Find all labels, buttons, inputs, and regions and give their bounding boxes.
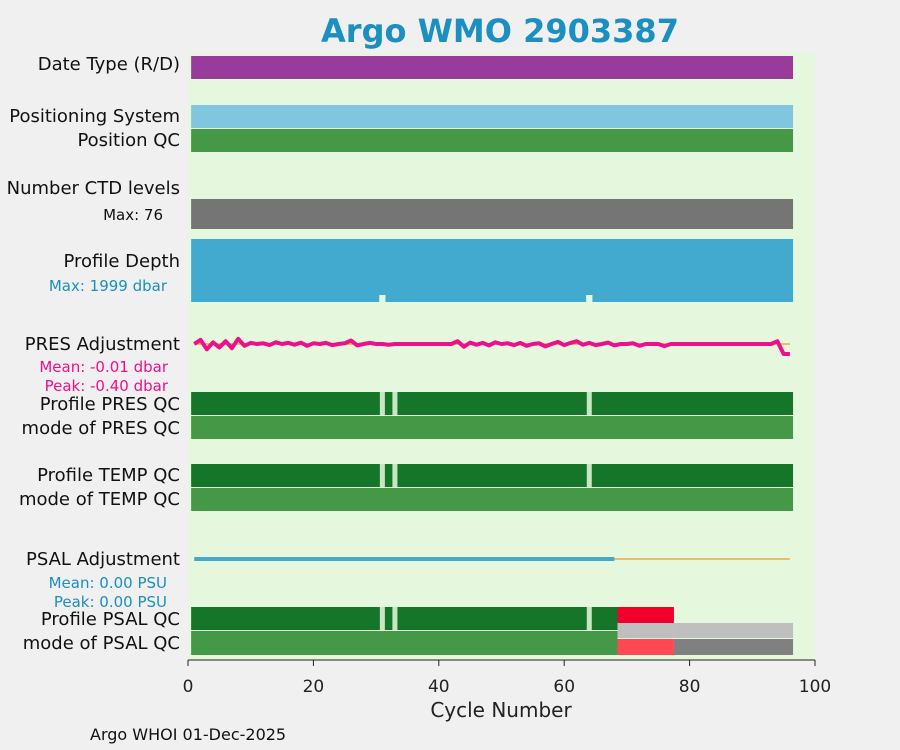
lines-layer [193,336,790,561]
label-psal-adj: PSAL Adjustment [26,549,180,570]
profile-temp-qc-bar-gap [392,464,398,487]
position-qc-bar [191,129,794,152]
mode-psal-qc-bad [617,639,674,655]
profile-psal-qc-good [191,607,618,630]
profile-pres-qc-bar [191,392,794,415]
label-date-type: Date Type (R/D) [38,54,180,75]
mode-psal-qc-grey [673,639,794,655]
profile-pres-qc-bar-gap [392,392,398,415]
x-tick-label: 40 [428,677,450,697]
psal-mean-text: Mean: 0.00 PSU [49,574,167,592]
date-type-bar [191,56,794,79]
label-position-qc: Position QC [77,130,180,151]
profile-psal-qc-bad [617,607,674,623]
profile-psal-qc-gap [379,607,385,630]
label-pres-adj: PRES Adjustment [25,334,180,355]
profile-temp-qc-bar-gap [379,464,385,487]
label-profile-temp-qc: Profile TEMP QC [37,465,180,486]
label-positioning: Positioning System [9,106,180,127]
label-profile-psal-qc: Profile PSAL QC [41,609,180,630]
mode-psal-qc-good [191,631,618,655]
x-ticks: 0 20 40 60 80 100 [183,660,831,697]
page-title: Argo WMO 2903387 [321,12,679,50]
mode-psal-qc-bad-top [617,623,674,638]
footer-credit: Argo WHOI 01-Dec-2025 [90,725,287,744]
ctd-levels-bar [191,199,794,229]
profile-depth-bar [191,239,794,302]
x-tick-label: 20 [303,677,325,697]
x-tick-label: 80 [679,677,701,697]
label-mode-pres-qc: mode of PRES QC [22,418,180,439]
label-profile-pres-qc: Profile PRES QC [40,394,180,415]
depth-dip [586,295,593,303]
pres-adjustment-line [193,336,790,356]
depth-dip [379,295,386,303]
pres-peak-text: Peak: -0.40 dbar [45,377,169,395]
ctd-max-text: Max: 76 [103,206,163,224]
mode-pres-qc-bar [191,416,794,439]
bars-layer [191,56,794,655]
profile-pres-qc-bar-gap [586,392,592,415]
label-ctd: Number CTD levels [7,178,180,199]
pres-mean-text: Mean: -0.01 dbar [39,358,169,376]
label-depth: Profile Depth [63,251,180,272]
profile-temp-qc-bar [191,464,794,487]
profile-pres-qc-bar-gap [379,392,385,415]
profile-psal-qc-gap [392,607,398,630]
positioning-bar [191,105,794,128]
x-axis-label: Cycle Number [430,698,572,722]
label-mode-psal-qc: mode of PSAL QC [23,633,180,654]
mode-psal-qc-grey-top [673,623,794,638]
mode-temp-qc-bar [191,488,794,511]
x-tick-label: 60 [553,677,575,697]
depth-max-text: Max: 1999 dbar [49,277,168,295]
profile-temp-qc-bar-gap [586,464,592,487]
x-tick-label: 0 [183,677,194,697]
psal-peak-text: Peak: 0.00 PSU [54,593,167,611]
profile-psal-qc-gap [586,607,592,630]
x-tick-label: 100 [799,677,831,697]
label-mode-temp-qc: mode of TEMP QC [19,489,180,510]
